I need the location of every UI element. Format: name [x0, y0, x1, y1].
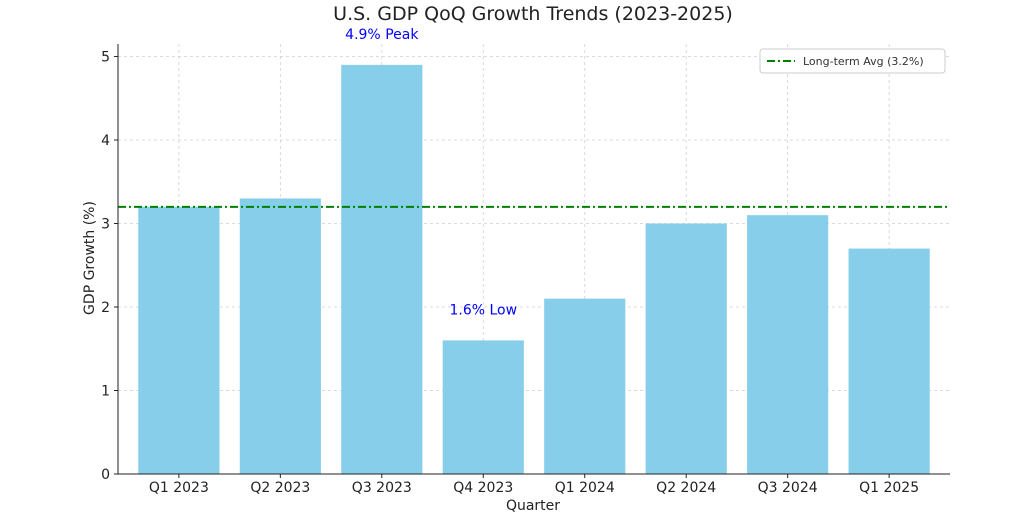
bar — [239, 198, 321, 475]
bar — [544, 298, 626, 474]
x-tick-label: Q2 2024 — [656, 480, 716, 496]
bar — [138, 206, 220, 474]
y-tick-label: 1 — [101, 384, 110, 400]
annotations: 4.9% Peak 1.6% Low — [345, 27, 517, 319]
y-tick-label: 4 — [101, 133, 110, 149]
y-tick-label: 3 — [101, 217, 110, 233]
bar — [848, 248, 930, 474]
bar — [645, 223, 727, 474]
x-tick-label: Q2 2023 — [250, 480, 310, 496]
y-axis-label: GDP Growth (%) — [82, 201, 98, 315]
x-axis-label: Quarter — [506, 498, 560, 512]
x-tick-labels: Q1 2023 Q2 2023 Q3 2023 Q4 2023 Q1 2024 Q2 20… — [149, 474, 919, 496]
legend-label: Long-term Avg (3.2%) — [803, 55, 924, 68]
y-tick-label: 0 — [101, 467, 110, 483]
legend-box — [759, 48, 946, 74]
y-tick-label: 5 — [101, 50, 110, 66]
annotation-label: 4.9% Peak — [345, 27, 419, 43]
bars — [138, 64, 930, 475]
y-tick-labels: 0 1 2 3 4 5 — [101, 50, 118, 483]
axes — [117, 44, 950, 475]
x-tick-label: Q1 2023 — [149, 480, 209, 496]
x-tick-label: Q4 2023 — [453, 480, 513, 496]
x-tick-label: Q3 2024 — [758, 480, 818, 496]
y-tick-label: 2 — [101, 300, 110, 316]
legend: Long-term Avg (3.2%) — [759, 48, 946, 74]
x-tick-label: Q3 2023 — [352, 480, 412, 496]
x-tick-label: Q1 2024 — [555, 480, 615, 496]
bar — [341, 64, 423, 475]
bar — [442, 340, 524, 474]
bar — [747, 215, 829, 475]
x-tick-label: Q1 2025 — [859, 480, 919, 496]
annotation-label: 1.6% Low — [449, 302, 517, 318]
chart-title: U.S. GDP QoQ Growth Trends (2023-2025) — [333, 3, 733, 25]
